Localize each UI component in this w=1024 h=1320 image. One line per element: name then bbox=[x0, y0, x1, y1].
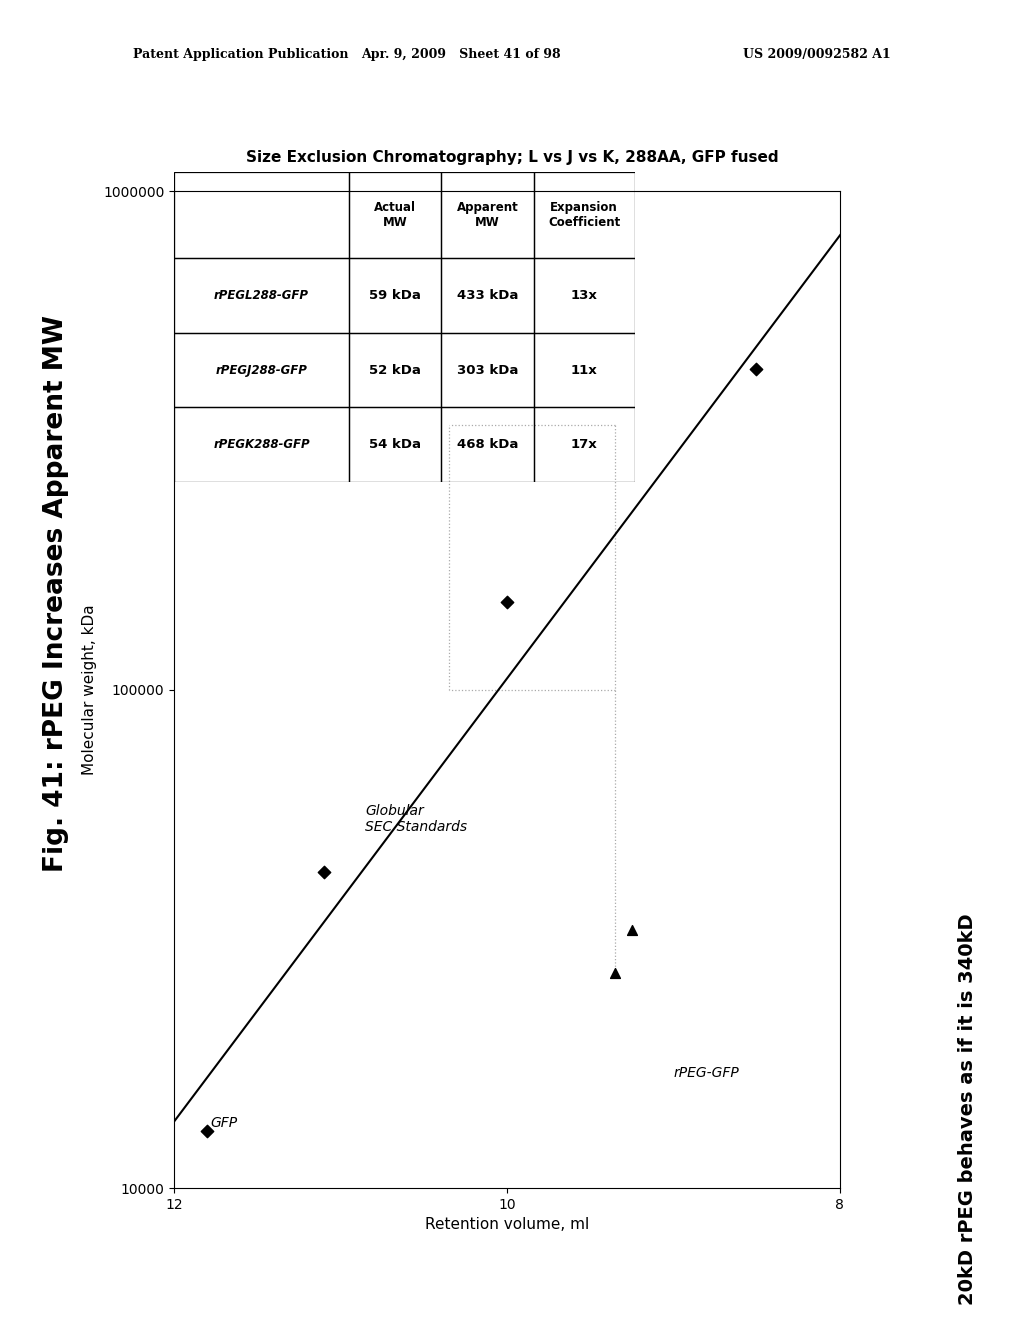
Point bbox=[624, 919, 640, 940]
Bar bbox=[174, 333, 349, 408]
Bar bbox=[441, 333, 534, 408]
Text: GFP: GFP bbox=[211, 1115, 238, 1130]
Text: Apparent
MW: Apparent MW bbox=[457, 201, 518, 230]
Bar bbox=[174, 408, 349, 482]
Point bbox=[749, 359, 765, 380]
Text: Actual
MW: Actual MW bbox=[374, 201, 417, 230]
Bar bbox=[534, 408, 635, 482]
Bar bbox=[349, 408, 441, 482]
Bar bbox=[349, 259, 441, 333]
Text: Size Exclusion Chromatography; L vs J vs K, 288AA, GFP fused: Size Exclusion Chromatography; L vs J vs… bbox=[246, 150, 778, 165]
Y-axis label: Molecular weight, kDa: Molecular weight, kDa bbox=[82, 605, 97, 775]
Text: 20kD rPEG behaves as if it is 340kD: 20kD rPEG behaves as if it is 340kD bbox=[958, 913, 977, 1304]
Bar bbox=[349, 333, 441, 408]
Bar bbox=[534, 172, 635, 259]
Bar bbox=[534, 333, 635, 408]
Text: rPEG-GFP: rPEG-GFP bbox=[674, 1067, 739, 1080]
Text: Patent Application Publication: Patent Application Publication bbox=[133, 48, 348, 61]
Bar bbox=[441, 259, 534, 333]
Bar bbox=[534, 259, 635, 333]
X-axis label: Retention volume, ml: Retention volume, ml bbox=[425, 1217, 589, 1233]
Bar bbox=[441, 172, 534, 259]
Text: 54 kDa: 54 kDa bbox=[370, 438, 421, 451]
Text: 13x: 13x bbox=[570, 289, 598, 302]
Bar bbox=[349, 172, 441, 259]
Text: 303 kDa: 303 kDa bbox=[457, 363, 518, 376]
Bar bbox=[174, 172, 349, 259]
Text: 468 kDa: 468 kDa bbox=[457, 438, 518, 451]
Text: Globular
SEC Standards: Globular SEC Standards bbox=[366, 804, 468, 834]
Point bbox=[499, 591, 515, 612]
Text: 59 kDa: 59 kDa bbox=[370, 289, 421, 302]
Text: Expansion
Coefficient: Expansion Coefficient bbox=[548, 201, 621, 230]
Text: 11x: 11x bbox=[570, 363, 598, 376]
Text: Apr. 9, 2009   Sheet 41 of 98: Apr. 9, 2009 Sheet 41 of 98 bbox=[361, 48, 560, 61]
Text: Fig. 41: rPEG Increases Apparent MW: Fig. 41: rPEG Increases Apparent MW bbox=[43, 315, 70, 873]
Point bbox=[315, 862, 332, 883]
Point bbox=[199, 1121, 215, 1142]
Point bbox=[607, 962, 624, 983]
Text: rPEGL288-GFP: rPEGL288-GFP bbox=[214, 289, 309, 302]
Text: rPEGJ288-GFP: rPEGJ288-GFP bbox=[216, 363, 307, 376]
Text: US 2009/0092582 A1: US 2009/0092582 A1 bbox=[743, 48, 891, 61]
Bar bbox=[441, 408, 534, 482]
Text: 17x: 17x bbox=[570, 438, 598, 451]
Text: 433 kDa: 433 kDa bbox=[457, 289, 518, 302]
Bar bbox=[174, 259, 349, 333]
Text: rPEGK288-GFP: rPEGK288-GFP bbox=[213, 438, 310, 451]
Text: 52 kDa: 52 kDa bbox=[370, 363, 421, 376]
